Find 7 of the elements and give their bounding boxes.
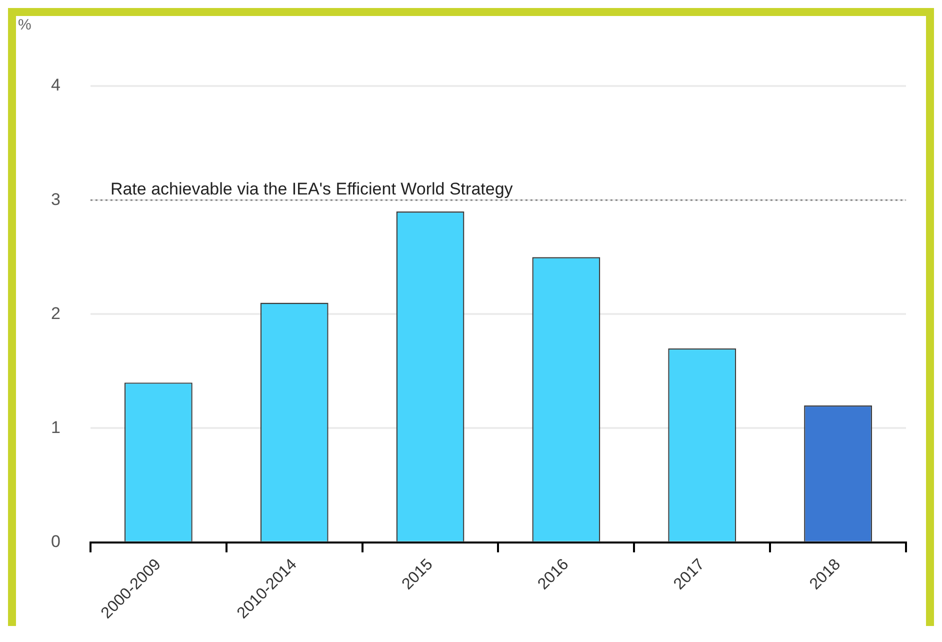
y-tick-label: 0 <box>50 532 60 552</box>
y-tick-label: 3 <box>50 190 60 209</box>
ref-line-label: Rate achievable via the IEA's Efficient World Strategy <box>110 179 514 198</box>
y-tick-label: 4 <box>50 76 60 95</box>
y-tick-label: 1 <box>50 418 60 437</box>
y-tick-label: 2 <box>50 304 60 323</box>
y-axis-title: % <box>18 16 32 34</box>
